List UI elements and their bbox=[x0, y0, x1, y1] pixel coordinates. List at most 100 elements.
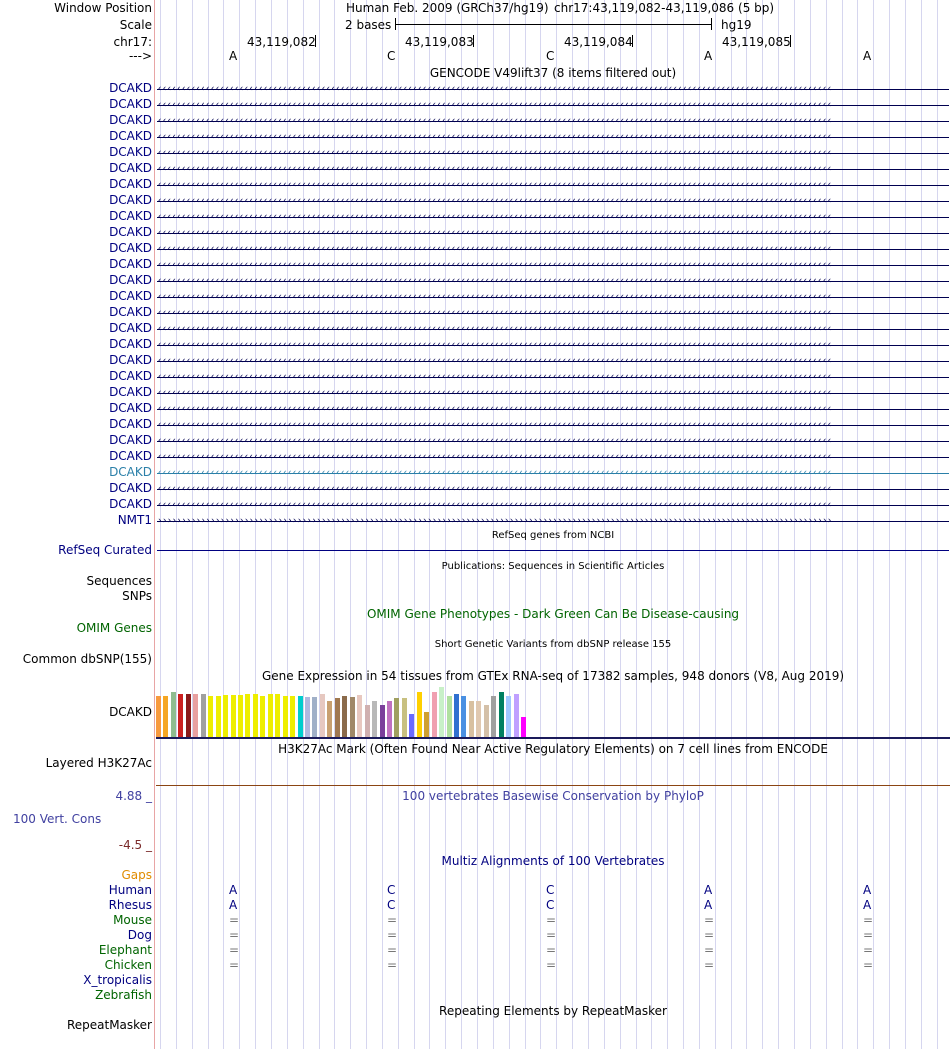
gencode-row-label[interactable]: DCAKD bbox=[109, 385, 152, 399]
gtex-tissue-bar[interactable] bbox=[498, 692, 504, 737]
gtex-tissue-bar[interactable] bbox=[282, 696, 288, 737]
transcript-reverse-strand[interactable]: ‹‹‹‹‹‹‹‹‹‹‹‹‹‹‹‹‹‹‹‹‹‹‹‹‹‹‹‹‹‹‹‹‹‹‹‹‹‹‹‹… bbox=[157, 84, 949, 94]
gencode-row-label[interactable]: DCAKD bbox=[109, 113, 152, 127]
gencode-row-label[interactable]: DCAKD bbox=[109, 129, 152, 143]
gtex-tissue-bar[interactable] bbox=[506, 696, 512, 737]
gtex-tissue-bar[interactable] bbox=[223, 695, 229, 737]
transcript-reverse-strand[interactable]: ‹‹‹‹‹‹‹‹‹‹‹‹‹‹‹‹‹‹‹‹‹‹‹‹‹‹‹‹‹‹‹‹‹‹‹‹‹‹‹‹… bbox=[157, 468, 949, 478]
gtex-tissue-bar[interactable] bbox=[319, 694, 325, 737]
transcript-reverse-strand[interactable]: ‹‹‹‹‹‹‹‹‹‹‹‹‹‹‹‹‹‹‹‹‹‹‹‹‹‹‹‹‹‹‹‹‹‹‹‹‹‹‹‹… bbox=[157, 452, 949, 462]
multiz-species-label[interactable]: Elephant bbox=[98, 943, 152, 957]
gtex-tissue-bar[interactable] bbox=[170, 692, 176, 737]
repeatmasker-track-title[interactable]: Repeating Elements by RepeatMasker bbox=[439, 1004, 667, 1018]
gencode-row-label[interactable]: DCAKD bbox=[109, 145, 152, 159]
omim-track-title[interactable]: OMIM Gene Phenotypes - Dark Green Can Be… bbox=[366, 607, 740, 621]
transcript-reverse-strand[interactable]: ‹‹‹‹‹‹‹‹‹‹‹‹‹‹‹‹‹‹‹‹‹‹‹‹‹‹‹‹‹‹‹‹‹‹‹‹‹‹‹‹… bbox=[157, 356, 949, 366]
multiz-track-title[interactable]: Multiz Alignments of 100 Vertebrates bbox=[441, 854, 665, 868]
gtex-tissue-bar[interactable] bbox=[237, 695, 243, 737]
gtex-tissue-bar[interactable] bbox=[513, 694, 519, 737]
gencode-row-label[interactable]: DCAKD bbox=[109, 449, 152, 463]
repeatmasker-track-label[interactable]: RepeatMasker bbox=[66, 1018, 152, 1032]
transcript-reverse-strand[interactable]: ‹‹‹‹‹‹‹‹‹‹‹‹‹‹‹‹‹‹‹‹‹‹‹‹‹‹‹‹‹‹‹‹‹‹‹‹‹‹‹‹… bbox=[157, 148, 949, 158]
gencode-row-label[interactable]: DCAKD bbox=[109, 241, 152, 255]
publications-sequences-label[interactable]: Sequences bbox=[86, 574, 152, 588]
gtex-tissue-bar[interactable] bbox=[401, 698, 407, 737]
dbsnp-track-label[interactable]: Common dbSNP(155) bbox=[22, 652, 152, 666]
gtex-tissue-bar[interactable] bbox=[230, 695, 236, 737]
refseq-track-title[interactable]: RefSeq genes from NCBI bbox=[491, 530, 615, 541]
phylop-track-title[interactable]: 100 vertebrates Basewise Conservation by… bbox=[402, 789, 704, 803]
transcript-reverse-strand[interactable]: ‹‹‹‹‹‹‹‹‹‹‹‹‹‹‹‹‹‹‹‹‹‹‹‹‹‹‹‹‹‹‹‹‹‹‹‹‹‹‹‹… bbox=[157, 244, 949, 254]
phylop-track-label[interactable]: 100 Vert. Cons bbox=[13, 812, 102, 826]
transcript-reverse-strand[interactable]: ‹‹‹‹‹‹‹‹‹‹‹‹‹‹‹‹‹‹‹‹‹‹‹‹‹‹‹‹‹‹‹‹‹‹‹‹‹‹‹‹… bbox=[157, 212, 949, 222]
gencode-row-label[interactable]: DCAKD bbox=[109, 417, 152, 431]
gtex-tissue-bar[interactable] bbox=[342, 696, 348, 737]
gencode-track-title[interactable]: GENCODE V49lift37 (8 items filtered out) bbox=[429, 66, 677, 80]
gtex-tissue-bar[interactable] bbox=[275, 694, 281, 737]
transcript-reverse-strand[interactable]: ‹‹‹‹‹‹‹‹‹‹‹‹‹‹‹‹‹‹‹‹‹‹‹‹‹‹‹‹‹‹‹‹‹‹‹‹‹‹‹‹… bbox=[157, 372, 949, 382]
gencode-row-label[interactable]: DCAKD bbox=[109, 321, 152, 335]
gtex-tissue-bar[interactable] bbox=[386, 701, 392, 737]
gtex-tissue-bar[interactable] bbox=[327, 701, 333, 737]
gencode-row-label[interactable]: DCAKD bbox=[109, 497, 152, 511]
omim-track-label[interactable]: OMIM Genes bbox=[76, 621, 152, 635]
gtex-tissue-bar[interactable] bbox=[431, 692, 437, 737]
gencode-row-label[interactable]: DCAKD bbox=[109, 225, 152, 239]
gencode-row-label[interactable]: DCAKD bbox=[109, 209, 152, 223]
transcript-reverse-strand[interactable]: ‹‹‹‹‹‹‹‹‹‹‹‹‹‹‹‹‹‹‹‹‹‹‹‹‹‹‹‹‹‹‹‹‹‹‹‹‹‹‹‹… bbox=[157, 404, 949, 414]
multiz-gaps-label[interactable]: Gaps bbox=[121, 868, 152, 882]
gtex-tissue-bar[interactable] bbox=[163, 696, 169, 737]
transcript-reverse-strand[interactable]: ‹‹‹‹‹‹‹‹‹‹‹‹‹‹‹‹‹‹‹‹‹‹‹‹‹‹‹‹‹‹‹‹‹‹‹‹‹‹‹‹… bbox=[157, 164, 949, 174]
transcript-reverse-strand[interactable]: ‹‹‹‹‹‹‹‹‹‹‹‹‹‹‹‹‹‹‹‹‹‹‹‹‹‹‹‹‹‹‹‹‹‹‹‹‹‹‹‹… bbox=[157, 340, 949, 350]
transcript-reverse-strand[interactable]: ‹‹‹‹‹‹‹‹‹‹‹‹‹‹‹‹‹‹‹‹‹‹‹‹‹‹‹‹‹‹‹‹‹‹‹‹‹‹‹‹… bbox=[157, 436, 949, 446]
gtex-tissue-bar[interactable] bbox=[491, 696, 497, 737]
gencode-row-label[interactable]: DCAKD bbox=[109, 465, 152, 479]
multiz-species-label[interactable]: Rhesus bbox=[108, 898, 152, 912]
gtex-tissue-bar[interactable] bbox=[357, 695, 363, 737]
gencode-row-label[interactable]: DCAKD bbox=[109, 81, 152, 95]
gtex-tissue-bar[interactable] bbox=[185, 694, 191, 737]
gtex-tissue-bar[interactable] bbox=[200, 694, 206, 737]
transcript-reverse-strand[interactable]: ‹‹‹‹‹‹‹‹‹‹‹‹‹‹‹‹‹‹‹‹‹‹‹‹‹‹‹‹‹‹‹‹‹‹‹‹‹‹‹‹… bbox=[157, 132, 949, 142]
gtex-tissue-bar[interactable] bbox=[379, 705, 385, 737]
gencode-row-label[interactable]: DCAKD bbox=[109, 193, 152, 207]
gencode-row-label[interactable]: DCAKD bbox=[109, 401, 152, 415]
gencode-row-label[interactable]: DCAKD bbox=[109, 369, 152, 383]
gtex-tissue-bar[interactable] bbox=[476, 701, 482, 737]
gtex-tissue-bar[interactable] bbox=[372, 701, 378, 737]
gencode-row-label[interactable]: DCAKD bbox=[109, 257, 152, 271]
multiz-species-label[interactable]: Zebrafish bbox=[95, 988, 152, 1002]
gtex-tissue-bar[interactable] bbox=[267, 694, 273, 737]
gencode-row-label[interactable]: DCAKD bbox=[109, 305, 152, 319]
transcript-reverse-strand[interactable]: ‹‹‹‹‹‹‹‹‹‹‹‹‹‹‹‹‹‹‹‹‹‹‹‹‹‹‹‹‹‹‹‹‹‹‹‹‹‹‹‹… bbox=[157, 276, 949, 286]
gtex-tissue-bar[interactable] bbox=[215, 696, 221, 737]
transcript-reverse-strand[interactable]: ‹‹‹‹‹‹‹‹‹‹‹‹‹‹‹‹‹‹‹‹‹‹‹‹‹‹‹‹‹‹‹‹‹‹‹‹‹‹‹‹… bbox=[157, 116, 949, 126]
gtex-tissue-bar[interactable] bbox=[521, 717, 527, 737]
gencode-row-label[interactable]: DCAKD bbox=[109, 433, 152, 447]
gtex-tissue-bar[interactable] bbox=[297, 696, 303, 737]
gencode-row-label[interactable]: DCAKD bbox=[109, 177, 152, 191]
transcript-reverse-strand[interactable]: ‹‹‹‹‹‹‹‹‹‹‹‹‹‹‹‹‹‹‹‹‹‹‹‹‹‹‹‹‹‹‹‹‹‹‹‹‹‹‹‹… bbox=[157, 420, 949, 430]
transcript-forward-strand[interactable]: ››››››››››››››››››››››››››››››››››››››››… bbox=[157, 516, 949, 526]
gtex-tissue-bar[interactable] bbox=[416, 692, 422, 737]
gtex-tissue-bar[interactable] bbox=[446, 696, 452, 737]
gencode-row-label[interactable]: NMT1 bbox=[117, 513, 152, 527]
gtex-tissue-bar[interactable] bbox=[468, 701, 474, 737]
h3k27ac-track-label[interactable]: Layered H3K27Ac bbox=[45, 756, 152, 770]
gtex-tissue-bar[interactable] bbox=[290, 696, 296, 737]
h3k27ac-track-title[interactable]: H3K27Ac Mark (Often Found Near Active Re… bbox=[278, 742, 828, 756]
transcript-reverse-strand[interactable]: ‹‹‹‹‹‹‹‹‹‹‹‹‹‹‹‹‹‹‹‹‹‹‹‹‹‹‹‹‹‹‹‹‹‹‹‹‹‹‹‹… bbox=[157, 292, 949, 302]
gtex-tissue-bar[interactable] bbox=[394, 698, 400, 737]
gtex-tissue-bar[interactable] bbox=[364, 705, 370, 737]
gencode-row-label[interactable]: DCAKD bbox=[109, 273, 152, 287]
gtex-tissue-bar[interactable] bbox=[156, 696, 161, 737]
transcript-reverse-strand[interactable]: ‹‹‹‹‹‹‹‹‹‹‹‹‹‹‹‹‹‹‹‹‹‹‹‹‹‹‹‹‹‹‹‹‹‹‹‹‹‹‹‹… bbox=[157, 260, 949, 270]
gtex-tissue-bar[interactable] bbox=[245, 694, 251, 737]
publications-track-title[interactable]: Publications: Sequences in Scientific Ar… bbox=[441, 561, 665, 572]
gtex-track-title[interactable]: Gene Expression in 54 tissues from GTEx … bbox=[261, 669, 845, 683]
gtex-track-label[interactable]: DCAKD bbox=[109, 705, 152, 719]
multiz-species-label[interactable]: X_tropicalis bbox=[83, 973, 152, 987]
gtex-tissue-bar[interactable] bbox=[424, 712, 430, 737]
multiz-species-label[interactable]: Mouse bbox=[113, 913, 152, 927]
transcript-reverse-strand[interactable]: ‹‹‹‹‹‹‹‹‹‹‹‹‹‹‹‹‹‹‹‹‹‹‹‹‹‹‹‹‹‹‹‹‹‹‹‹‹‹‹‹… bbox=[157, 308, 949, 318]
